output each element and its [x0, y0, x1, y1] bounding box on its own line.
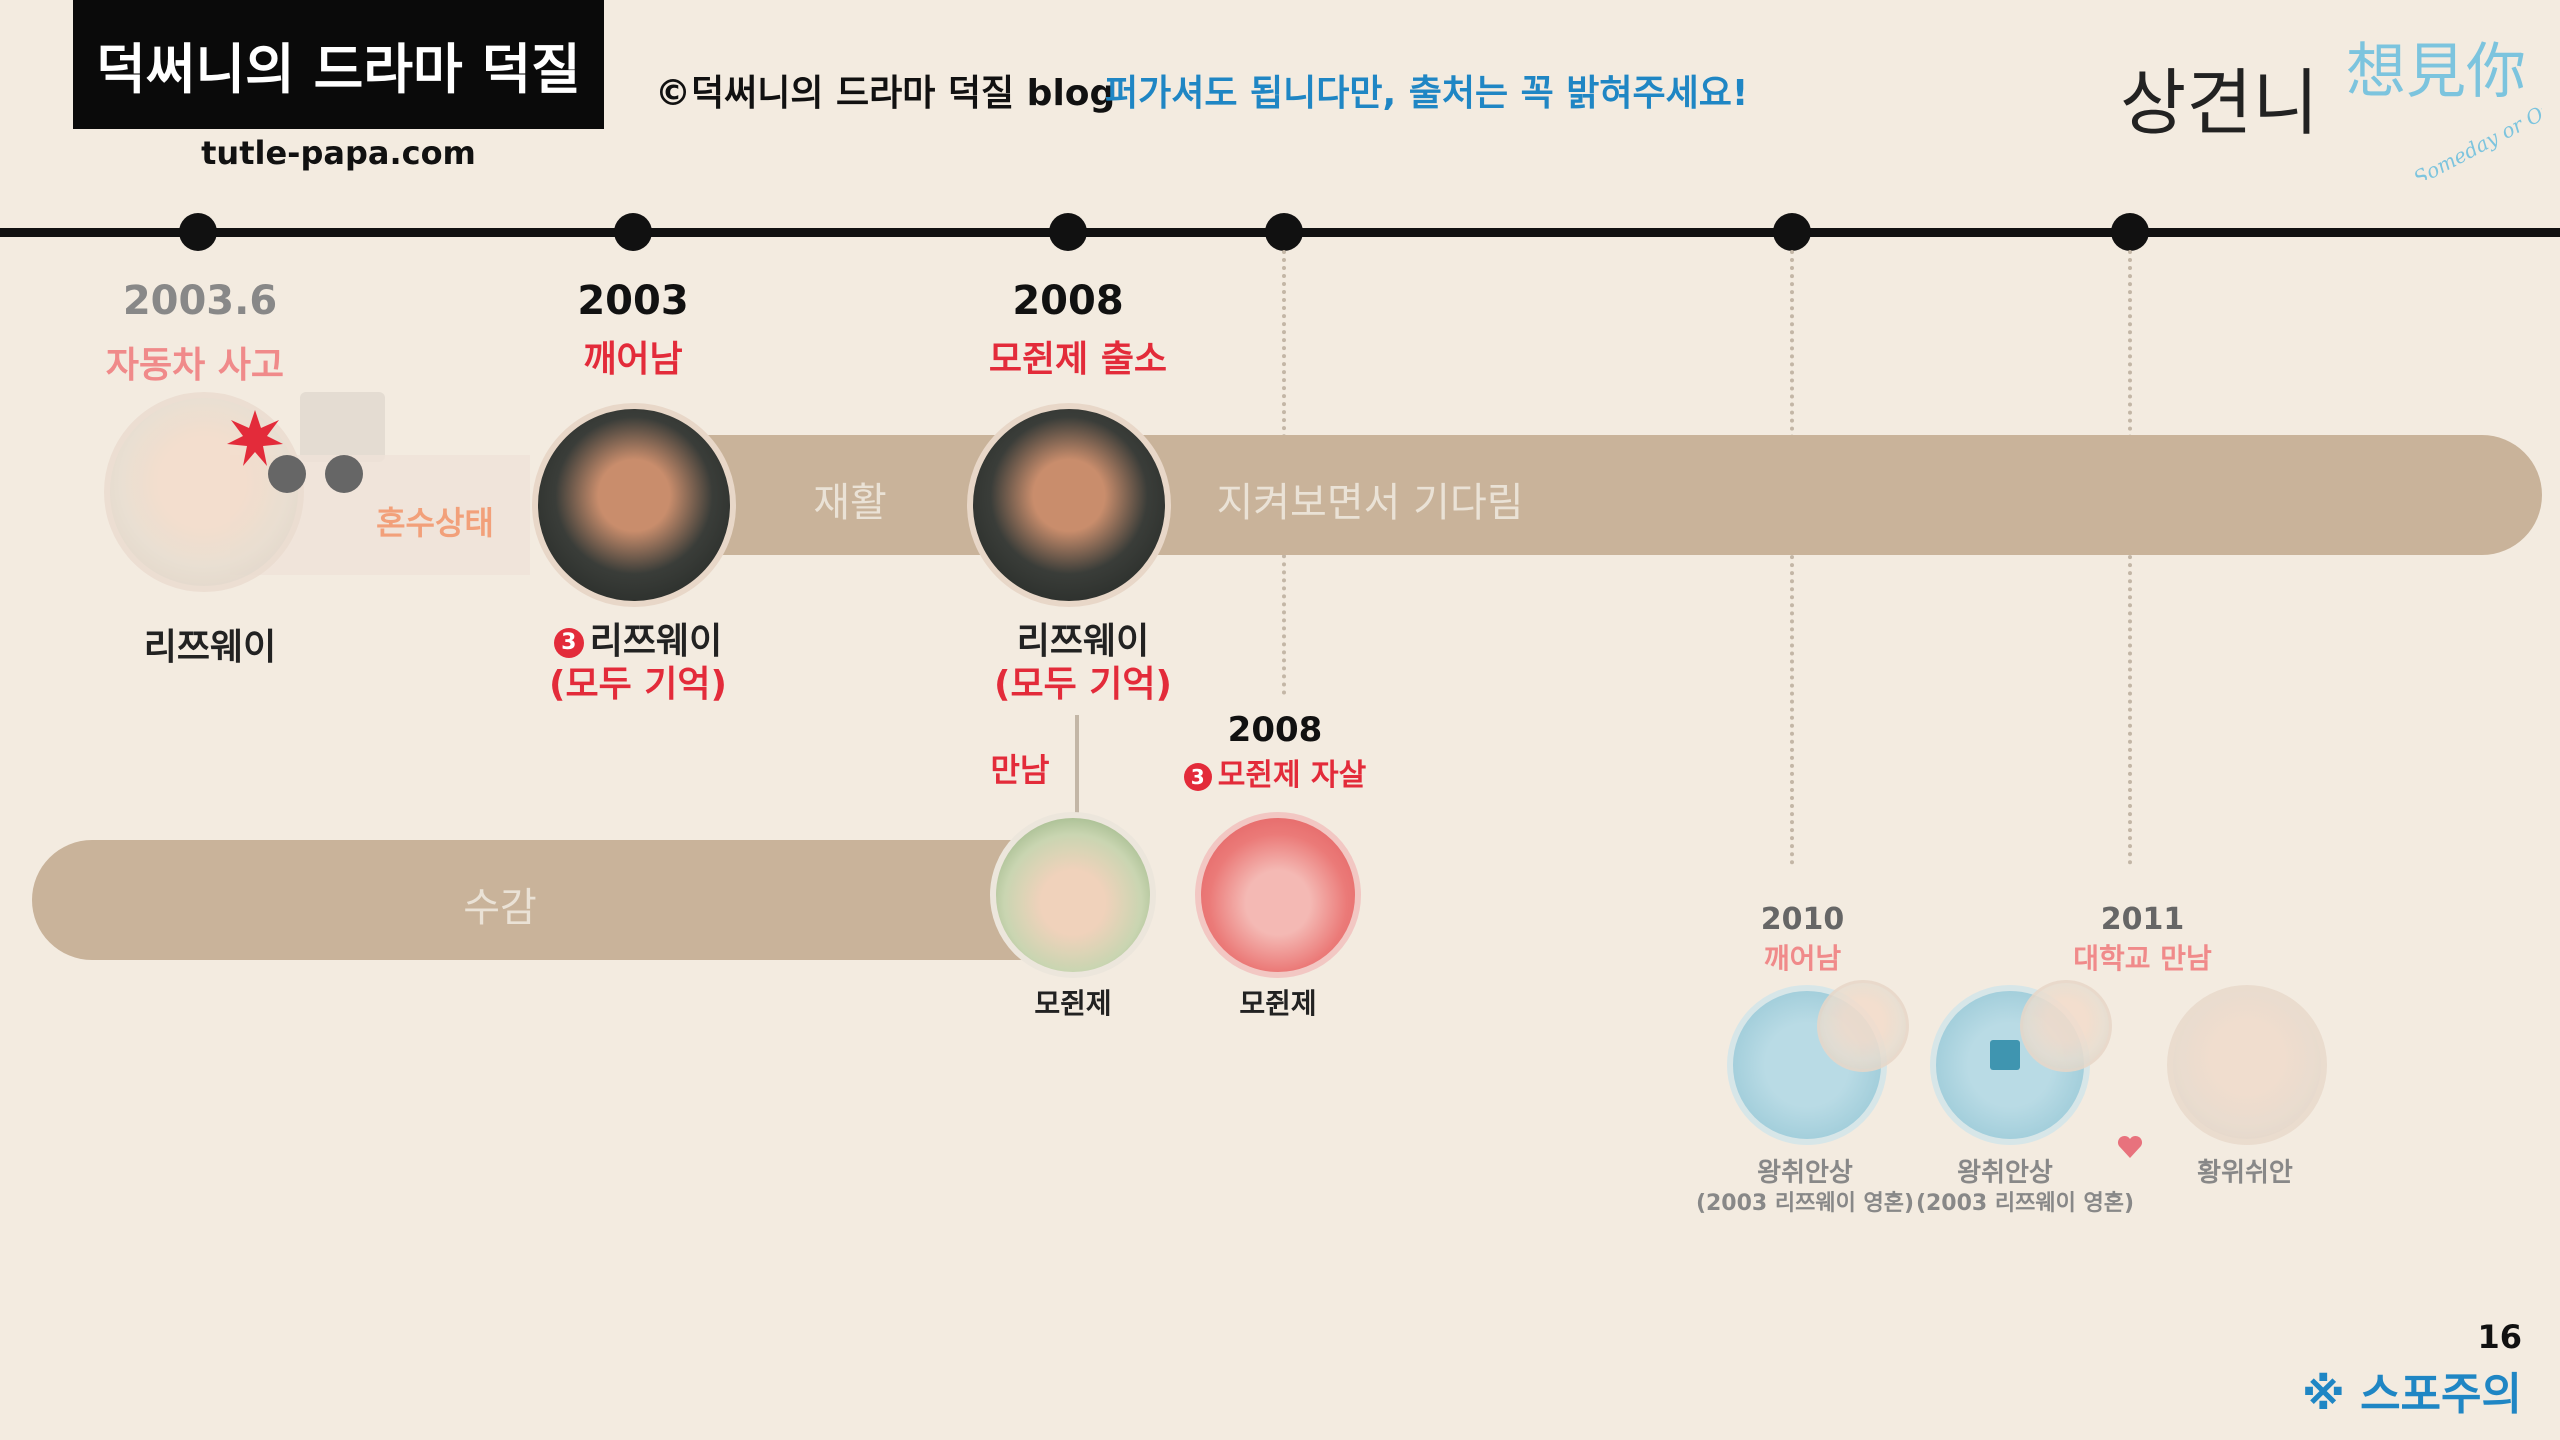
- timeline-dotted-connector: [1790, 250, 1794, 865]
- timeline-dot-1: [179, 213, 217, 251]
- event-title: 모쥔제 자살: [1217, 758, 1367, 793]
- rehab-waiting-bar: [590, 435, 2542, 555]
- heart-icon: [2117, 1135, 2143, 1158]
- timeline-dot-3: [1049, 213, 1087, 251]
- soul-note: (2003 리쯔웨이 영혼): [1915, 1191, 2135, 1216]
- person-name: 모쥔제: [1034, 987, 1112, 1020]
- waiting-label: 지켜보면서 기다림: [1216, 480, 1524, 526]
- soul-note: (2003 리쯔웨이 영혼): [1695, 1191, 1915, 1216]
- car-wheel-icon: [325, 455, 363, 493]
- page-number: 16: [2477, 1318, 2522, 1356]
- portrait-mo-junjie: [990, 812, 1156, 978]
- person-name: 황위쉬안: [2197, 1158, 2293, 1188]
- portrait-huang-yuxuan: [2167, 985, 2327, 1145]
- prison-label: 수감: [463, 885, 537, 931]
- calligraphy-text: 想見你: [2346, 37, 2526, 107]
- coma-state-label: 혼수상태: [376, 504, 494, 542]
- memory-note: (모두 기억): [549, 664, 727, 705]
- brand-title: 덕써니의 드라마 덕질: [96, 38, 581, 101]
- spoiler-warning: ※ 스포주의: [2301, 1369, 2522, 1420]
- event-year: 2008: [1227, 710, 1323, 750]
- person-name: 리쯔웨이: [589, 621, 723, 662]
- meet-connector: [1075, 715, 1079, 815]
- portrait-mo-junjie-suicide: [1195, 812, 1361, 978]
- episode-badge: 3: [553, 628, 584, 658]
- event-year: 2010: [1760, 902, 1845, 937]
- event-title: 깨어남: [583, 339, 683, 380]
- portrait-li-ziwei-soul-inset: [1817, 980, 1909, 1072]
- event-title: 모쥔제 출소: [988, 339, 1168, 380]
- portrait-li-ziwei-awake: [532, 403, 736, 607]
- portrait-li-ziwei-soul-inset: [2020, 980, 2112, 1072]
- meet-label: 만남: [990, 751, 1050, 789]
- event-year: 2011: [2100, 902, 2185, 937]
- drama-title: 상견니: [2120, 61, 2319, 145]
- share-notice: 퍼가셔도 됩니다만, 출처는 꼭 밝혀주세요!: [1105, 73, 1749, 114]
- timeline-dotted-connector: [2128, 250, 2132, 865]
- bag-icon: [1990, 1040, 2020, 1070]
- car-wheel-icon: [268, 455, 306, 493]
- prison-bar: [32, 840, 1132, 960]
- timeline-dot-4: [1265, 213, 1303, 251]
- person-name: 모쥔제: [1239, 987, 1317, 1020]
- rehab-label: 재활: [813, 480, 887, 526]
- episode-badge: 3: [1183, 762, 1212, 791]
- event-title: 대학교 만남: [2073, 942, 2212, 975]
- event-year: 2008: [1012, 278, 1124, 324]
- portrait-li-ziwei-2008: [967, 403, 1171, 607]
- copyright-text: ©덕써니의 드라마 덕질 blog: [655, 73, 1116, 114]
- collision-burst-icon: [227, 410, 283, 466]
- timeline-dot-5: [1773, 213, 1811, 251]
- drama-calligraphy-logo: 想見你 Someday or One Day: [2346, 37, 2542, 180]
- person-name: 왕취안상: [1757, 1158, 1853, 1188]
- person-name: 리쯔웨이: [143, 627, 277, 668]
- event-year: 2003: [577, 278, 689, 324]
- event-title: 자동차 사고: [105, 345, 285, 386]
- event-year: 2003.6: [122, 278, 278, 324]
- timeline-dot-6: [2111, 213, 2149, 251]
- person-name: 왕취안상: [1957, 1158, 2053, 1188]
- person-name: 리쯔웨이: [1016, 621, 1150, 662]
- brand-box: 덕써니의 드라마 덕질: [73, 0, 604, 129]
- event-title: 깨어남: [1763, 942, 1842, 975]
- memory-note: (모두 기억): [994, 664, 1172, 705]
- timeline-dot-2: [614, 213, 652, 251]
- car-icon: [300, 392, 385, 462]
- site-url[interactable]: tutle-papa.com: [201, 134, 476, 172]
